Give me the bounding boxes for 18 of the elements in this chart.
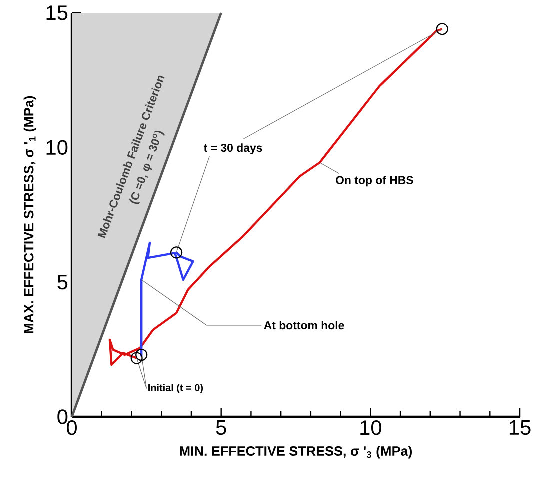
- y-tick-label: 10: [46, 140, 68, 156]
- y-tick-label: 5: [58, 275, 68, 290]
- point: [436, 23, 448, 36]
- text: At bottom hole: [264, 321, 344, 330]
- x-tick-label: 10: [360, 420, 382, 436]
- point: [136, 348, 148, 362]
- annotation: Initial (t = 0): [148, 384, 204, 394]
- x-axis-title: MIN. EFFECTIVE STRESS, σ '$_{3}$ (MPa): [180, 446, 412, 459]
- series-label: On top of HBS: [336, 176, 414, 187]
- annotation: t = 30 days: [204, 144, 262, 154]
- y-tick-label: 15: [46, 6, 68, 20]
- point: [130, 352, 143, 364]
- y-axis-title: MAX. EFFECTIVE STRESS, σ '$_{1}$ (MPa): [24, 96, 36, 334]
- y-tick-label: 0: [58, 410, 68, 424]
- point: [170, 246, 183, 259]
- x-tick-label: 5: [216, 420, 226, 436]
- line-series: [140, 242, 194, 358]
- x-tick-label: 15: [510, 420, 531, 436]
